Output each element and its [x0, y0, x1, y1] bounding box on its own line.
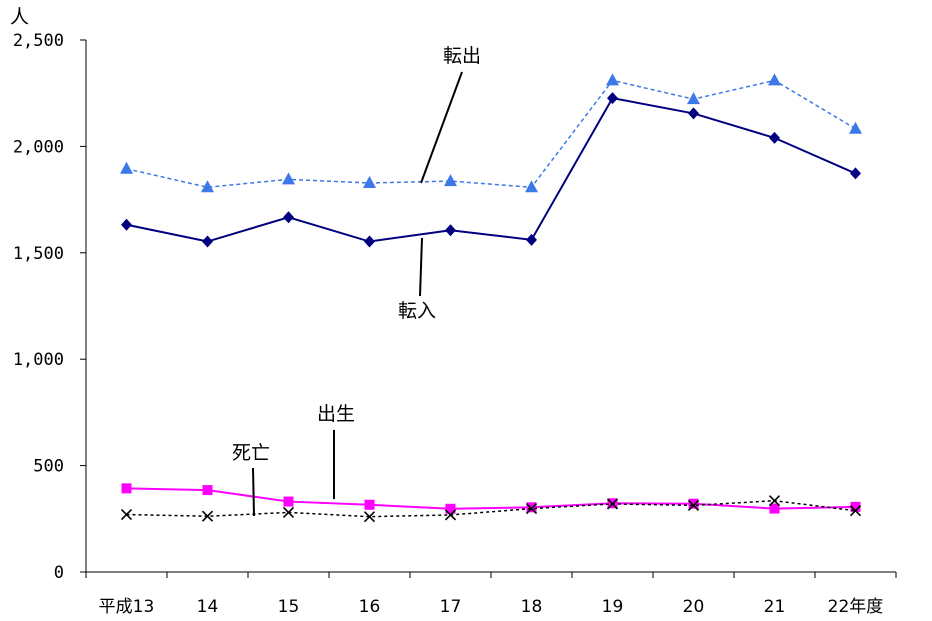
y-tick-label: 0 — [54, 563, 64, 583]
data-point — [768, 495, 781, 507]
x-tick-label: 16 — [359, 597, 381, 617]
data-point — [202, 235, 213, 248]
data-point — [768, 73, 781, 86]
x-axis: 平成13 14 15 16 17 18 19 20 21 22年度 — [85, 571, 897, 617]
data-point — [688, 107, 699, 120]
data-point-stroke — [363, 511, 376, 523]
data-point — [120, 508, 133, 521]
data-point — [850, 167, 861, 180]
data-point — [120, 161, 133, 174]
data-point — [849, 121, 862, 134]
data-point — [364, 499, 375, 510]
data-point — [606, 498, 619, 510]
data-point — [769, 131, 780, 144]
series-line — [126, 487, 856, 510]
data-point — [121, 483, 132, 494]
y-unit-label: 人 — [10, 6, 29, 28]
data-point-stroke — [849, 505, 862, 517]
data-point — [201, 180, 214, 193]
data-point — [688, 498, 699, 509]
data-point — [769, 503, 780, 514]
data-point-stroke — [201, 510, 214, 522]
data-point — [444, 509, 457, 521]
x-tick-label: 17 — [440, 597, 462, 617]
data-point-stroke — [120, 508, 133, 521]
data-point-stroke — [768, 495, 781, 507]
data-point — [363, 176, 376, 189]
data-point — [201, 510, 214, 522]
annotation-leader — [420, 71, 463, 184]
data-point — [444, 174, 457, 187]
data-point — [526, 233, 537, 246]
data-point — [687, 92, 700, 105]
x-tick-label: 20 — [683, 597, 705, 617]
annotation-label: 死亡 — [232, 442, 270, 464]
annotation-label: 転入 — [398, 300, 436, 322]
data-point-stroke — [282, 506, 295, 518]
data-point-stroke — [525, 503, 538, 515]
data-point-stroke — [606, 498, 619, 510]
data-point — [850, 501, 861, 512]
data-point — [283, 496, 294, 507]
series-line — [126, 499, 856, 518]
x-tick-label: 平成13 — [99, 597, 155, 617]
x-tick-label: 22年度 — [828, 597, 884, 617]
data-point — [282, 506, 295, 518]
series-line — [126, 79, 856, 189]
x-tick-label: 18 — [521, 597, 543, 617]
data-point — [282, 172, 295, 185]
data-point — [687, 499, 700, 511]
data-point — [607, 92, 618, 105]
data-point — [363, 511, 376, 523]
annotation-leader — [252, 467, 255, 517]
annotation-label: 転出 — [443, 45, 481, 67]
y-tick-label: 500 — [33, 457, 64, 477]
y-tick-label: 2,500 — [13, 31, 64, 51]
data-point — [526, 502, 537, 513]
annotation-leader — [419, 237, 423, 297]
x-tick-label: 19 — [602, 597, 624, 617]
data-point — [445, 503, 456, 514]
data-point — [525, 180, 538, 193]
series-line — [126, 96, 856, 243]
y-axis: 0 500 1,000 1,500 2,000 2,500 人 — [10, 6, 87, 583]
annotation-label: 出生 — [317, 403, 355, 425]
y-tick-label: 1,500 — [13, 244, 64, 264]
data-point-stroke — [687, 499, 700, 511]
data-point — [525, 503, 538, 515]
data-point — [445, 224, 456, 237]
x-tick-label: 14 — [197, 597, 219, 617]
data-point — [202, 485, 213, 496]
data-point — [364, 235, 375, 248]
series-lines — [120, 73, 862, 523]
data-point — [283, 211, 294, 224]
data-point — [121, 218, 132, 231]
y-tick-label: 2,000 — [13, 137, 64, 157]
y-tick-label: 1,000 — [13, 350, 64, 370]
x-tick-label: 15 — [278, 597, 300, 617]
data-point — [606, 73, 619, 86]
x-tick-label: 21 — [764, 597, 786, 617]
data-point — [849, 505, 862, 517]
data-point-stroke — [444, 509, 457, 521]
